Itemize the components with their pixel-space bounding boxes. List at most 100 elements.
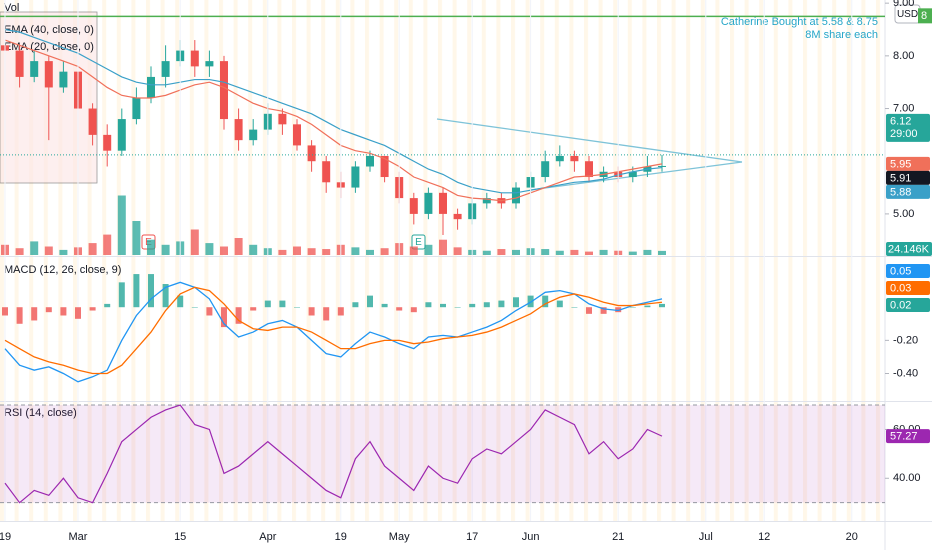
volume-bar [512, 249, 520, 255]
y-tick-label: 40.00 [893, 472, 921, 484]
volume-bar [453, 247, 462, 255]
macd-histogram [454, 307, 461, 308]
signal-value-bg [886, 281, 930, 295]
macd-histogram [410, 307, 417, 313]
candle-body [366, 155, 374, 167]
candle-body [307, 145, 316, 162]
candle-body [658, 165, 666, 167]
volume-bar [249, 244, 258, 255]
volume-bar [658, 250, 666, 255]
candle-body [103, 134, 112, 151]
rsi-title: RSI (14, close) [4, 407, 77, 419]
y-tick-label: 7.00 [893, 102, 914, 114]
candle-body [293, 124, 301, 146]
volume-bar [628, 251, 637, 255]
price-label: 5.91 [890, 172, 911, 184]
candle-body [628, 171, 637, 178]
macd-histogram [483, 302, 490, 308]
candle-body [88, 108, 97, 135]
macd-value-bg [886, 264, 930, 278]
candle-body [322, 161, 331, 183]
candle-body [190, 50, 199, 67]
candle-body [44, 61, 53, 88]
volume-bar [59, 249, 68, 255]
macd-histogram [45, 307, 52, 313]
macd-histogram [381, 303, 388, 308]
x-tick-label: Jul [699, 531, 713, 543]
macd-histogram [60, 307, 67, 316]
candle-body [570, 155, 579, 162]
volume-bar [161, 244, 170, 255]
volume-bar [44, 246, 53, 255]
volume-bar [599, 249, 608, 255]
volume-bar [205, 243, 214, 255]
macd-histogram [571, 307, 578, 308]
macd-histogram [396, 307, 403, 311]
candle-body [249, 129, 258, 141]
macd-histogram [89, 307, 96, 311]
volume-bar [643, 249, 652, 255]
candle-body [541, 161, 550, 178]
volume-bar [293, 246, 301, 255]
volume-bar [555, 250, 564, 255]
x-tick-label: Jun [522, 531, 540, 543]
candle-body [161, 61, 170, 77]
candle-body [512, 187, 520, 204]
volume-bar [190, 229, 199, 255]
volume-bar [380, 248, 389, 255]
rsi-value: 57.27 [890, 431, 918, 443]
legend-ema40: EMA (40, close, 0) [4, 24, 94, 36]
candle-body [424, 192, 433, 214]
candle-body [482, 198, 491, 204]
macd-histogram [659, 303, 665, 308]
candle-body [30, 61, 39, 77]
volume-bar [30, 241, 39, 255]
volume-bar [497, 249, 506, 255]
candle-body [351, 166, 360, 188]
ema-line [4, 39, 663, 202]
candle-body [147, 76, 155, 98]
rsi-line [4, 404, 663, 504]
macd-histogram [556, 300, 563, 308]
volume-bar [117, 195, 126, 255]
x-tick-label: 19 [0, 531, 11, 543]
volume-bar [322, 249, 331, 255]
macd-histogram [425, 302, 432, 308]
volume-bar [482, 250, 491, 255]
candle-body [220, 61, 228, 120]
currency: USD [897, 9, 918, 20]
y-tick-label: 5.00 [893, 208, 914, 220]
macd-histogram [221, 307, 227, 328]
macd-histogram [308, 307, 315, 316]
macd-histogram [337, 307, 344, 316]
signal-value: 0.03 [890, 282, 911, 294]
candle-body [117, 119, 126, 151]
x-tick-label: May [389, 531, 410, 543]
volume-bar [424, 244, 433, 255]
candle-body [409, 198, 418, 214]
annotation: 8M share each [805, 29, 878, 41]
macd-histogram [16, 307, 23, 324]
volume-bar [147, 239, 155, 255]
volume-bar [541, 249, 550, 255]
countdown: 29:00 [890, 128, 918, 140]
price-label-bg [886, 170, 930, 185]
macd-histogram [250, 307, 257, 311]
macd-histogram [75, 307, 81, 319]
price-label: 5.95 [890, 158, 911, 170]
macd-value: 0.05 [890, 265, 911, 277]
volume-bar [132, 221, 141, 255]
legend-ema20: EMA (20, close, 0) [4, 41, 94, 53]
volume-bar [234, 238, 243, 255]
x-tick-label: 19 [335, 531, 347, 543]
macd-histogram [235, 307, 242, 324]
triangle-upper [436, 118, 743, 163]
candle-body [555, 155, 564, 162]
macd-line [4, 286, 663, 375]
macd-histogram [440, 303, 446, 308]
macd-histogram [498, 300, 505, 308]
macd-histogram [264, 300, 271, 308]
event-marker[interactable] [411, 234, 426, 250]
volume-bar [103, 234, 112, 255]
